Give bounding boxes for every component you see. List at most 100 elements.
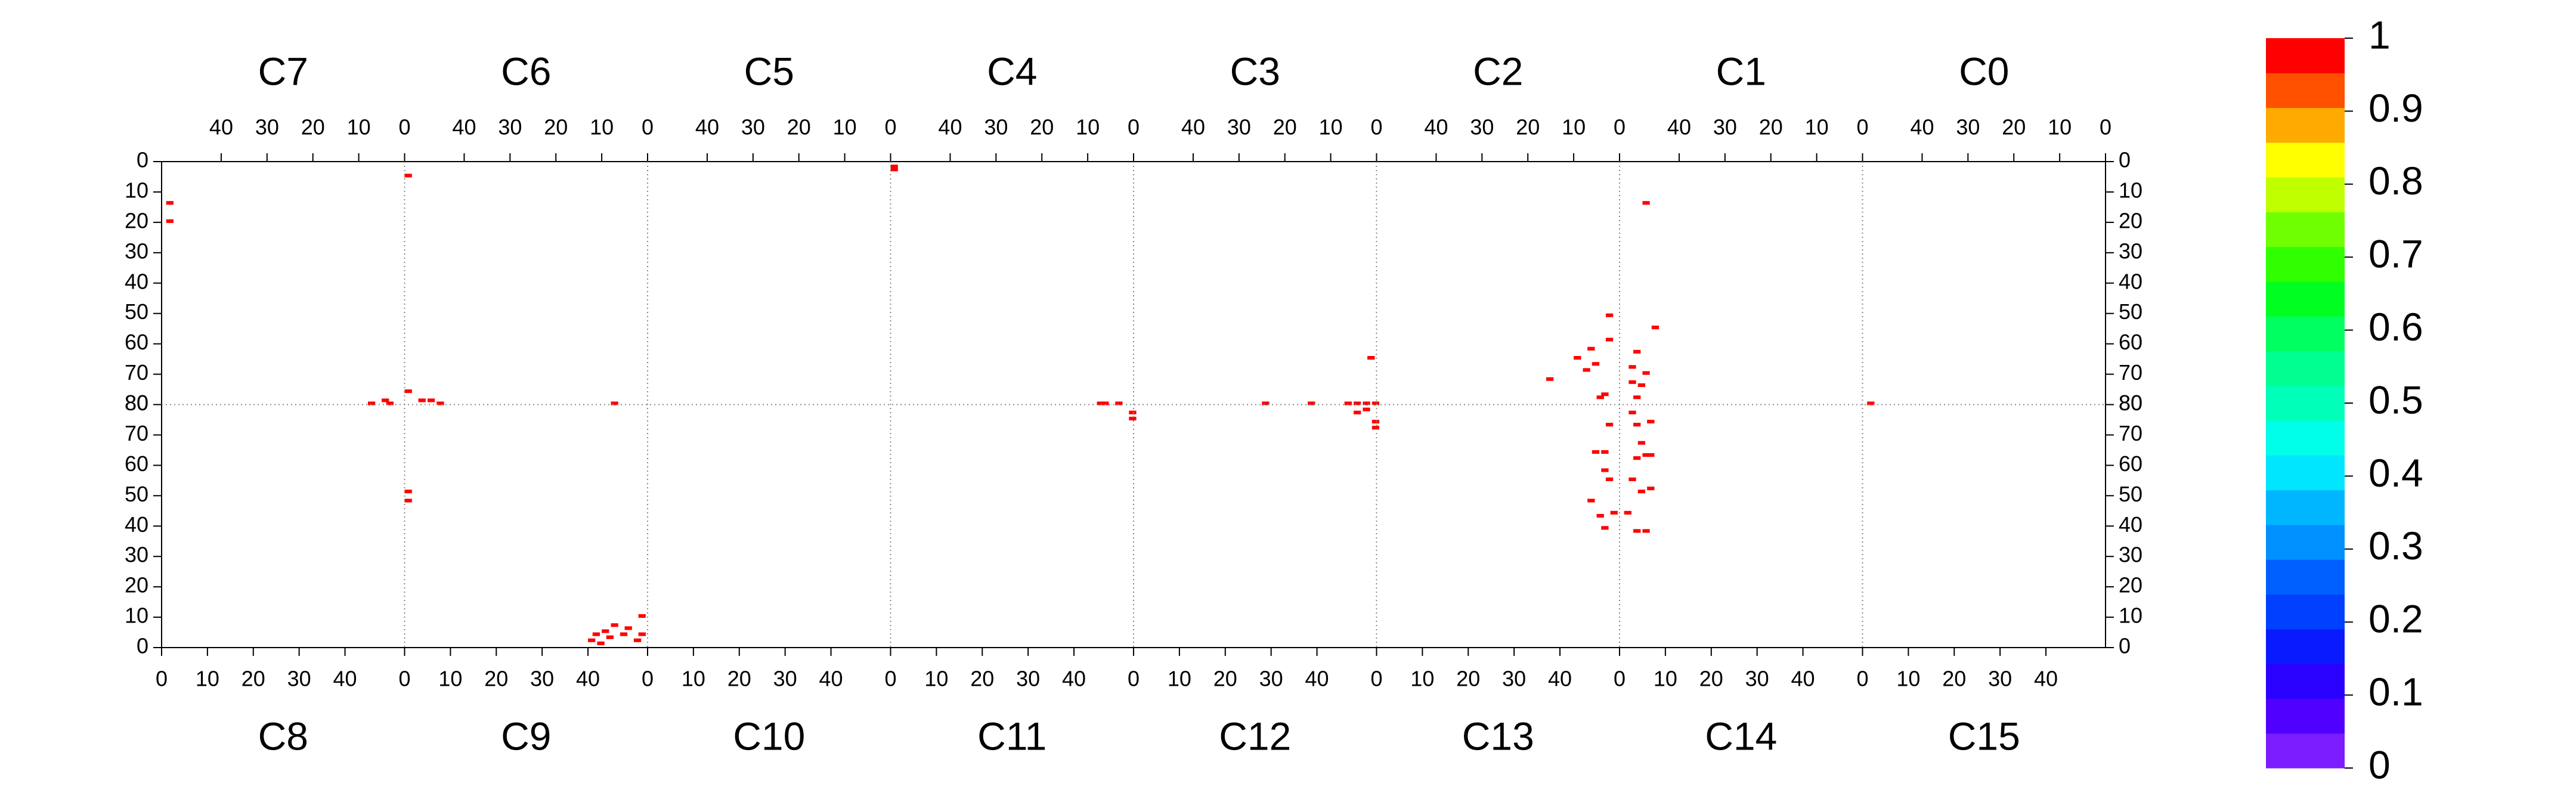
hit-cell [1596, 395, 1604, 400]
hit-cell [1601, 526, 1609, 530]
colorbar-band [2266, 316, 2345, 352]
x-tick-label: 10 [682, 667, 705, 691]
hit-cell [1115, 401, 1123, 405]
x-tick-label: 30 [1956, 115, 1980, 140]
x-tick-label: 0 [398, 667, 410, 691]
hit-cell [602, 629, 609, 633]
hit-cell [1129, 416, 1137, 420]
x-tick-label: 30 [1016, 667, 1040, 691]
hit-cell [404, 174, 412, 178]
colorbar-band [2266, 455, 2345, 491]
x-tick-label: 30 [773, 667, 797, 691]
x-tick-label: 0 [1856, 667, 1868, 691]
y-tick-label: 10 [125, 178, 148, 202]
hit-cell [1651, 326, 1659, 330]
x-tick-label: 40 [452, 115, 476, 140]
x-tick-label: 30 [1502, 667, 1526, 691]
hit-cell [1354, 401, 1361, 405]
x-tick-label: 40 [1667, 115, 1691, 140]
colorbar-tick-label: 0.5 [2368, 377, 2423, 422]
chip-label: C3 [1230, 49, 1280, 93]
hit-cell [1546, 377, 1554, 381]
x-tick-label: 10 [1319, 115, 1343, 140]
x-tick-label: 40 [1181, 115, 1205, 140]
colorbar-band [2266, 525, 2345, 560]
colorbar-tick-label: 1 [2368, 13, 2391, 57]
hit-cell [1628, 477, 1636, 481]
colorbar-tick-label: 0.9 [2368, 86, 2423, 130]
colorbar-band [2266, 698, 2345, 734]
chip-label: C11 [977, 714, 1046, 758]
hit-cell [404, 499, 412, 503]
x-tick-label: 40 [576, 667, 600, 691]
x-tick-label: 10 [2048, 115, 2072, 140]
x-tick-label: 30 [255, 115, 279, 140]
x-tick-label: 40 [1305, 667, 1329, 691]
hit-cell [1587, 499, 1595, 503]
x-tick-label: 40 [2034, 667, 2058, 691]
hit-cell [611, 623, 618, 627]
y-tick-label: 50 [2119, 299, 2142, 324]
colorbar-band [2266, 246, 2345, 282]
hit-cell [1642, 529, 1650, 533]
x-tick-label: 0 [1128, 667, 1140, 691]
hit-cell [1592, 362, 1600, 366]
hit-cell [1097, 401, 1104, 405]
y-tick-label: 20 [2119, 208, 2142, 233]
hit-cell [1642, 201, 1650, 205]
x-tick-label: 10 [347, 115, 371, 140]
x-tick-label: 10 [1896, 667, 1920, 691]
chip-label: C13 [1462, 714, 1534, 758]
x-tick-label: 20 [484, 667, 508, 691]
x-tick-label: 40 [695, 115, 719, 140]
hit-cell [597, 641, 605, 645]
hit-cell [1628, 380, 1636, 384]
y-tick-label: 10 [125, 603, 148, 628]
x-tick-label: 20 [727, 667, 751, 691]
x-tick-label: 10 [1410, 667, 1434, 691]
x-tick-label: 0 [1370, 115, 1382, 140]
x-tick-label: 20 [2002, 115, 2026, 140]
y-tick-label: 0 [137, 148, 148, 172]
x-tick-label: 30 [498, 115, 522, 140]
hit-cell [427, 398, 435, 402]
y-tick-label: 30 [2119, 239, 2142, 263]
x-tick-label: 30 [1745, 667, 1769, 691]
hit-cell [382, 398, 389, 402]
x-tick-label: 0 [884, 667, 896, 691]
x-tick-label: 30 [530, 667, 554, 691]
hit-cell [1308, 401, 1315, 405]
chip-label: C5 [744, 49, 794, 93]
x-tick-label: 30 [741, 115, 765, 140]
colorbar-band [2266, 212, 2345, 247]
colorbar-band [2266, 38, 2345, 73]
x-tick-label: 0 [884, 115, 896, 140]
x-tick-label: 0 [1614, 667, 1626, 691]
y-tick-label: 70 [2119, 421, 2142, 445]
hit-cell [1601, 450, 1609, 454]
hit-cell [1624, 510, 1631, 515]
hit-cell [620, 632, 628, 636]
hit-cell [1354, 410, 1361, 414]
x-tick-label: 30 [1259, 667, 1283, 691]
hit-cell [1637, 441, 1646, 445]
y-tick-label: 60 [2119, 330, 2142, 354]
chip-label: C14 [1705, 714, 1777, 758]
x-tick-label: 40 [1791, 667, 1815, 691]
hit-cell [1363, 407, 1370, 411]
chip-label: C6 [501, 49, 551, 93]
x-tick-label: 20 [1699, 667, 1723, 691]
colorbar-band [2266, 733, 2345, 769]
y-tick-label: 0 [137, 634, 148, 658]
hit-cell [1647, 453, 1655, 457]
colorbar-tick-label: 0 [2368, 742, 2391, 787]
x-tick-label: 20 [544, 115, 568, 140]
x-tick-label: 0 [156, 667, 168, 691]
chip-label: C8 [258, 714, 308, 758]
hit-cell [1587, 346, 1595, 351]
y-tick-label: 70 [2119, 360, 2142, 385]
hit-cell [1262, 401, 1270, 405]
chip-label: C2 [1473, 49, 1523, 93]
x-tick-label: 10 [438, 667, 462, 691]
hit-cell [1633, 423, 1641, 427]
